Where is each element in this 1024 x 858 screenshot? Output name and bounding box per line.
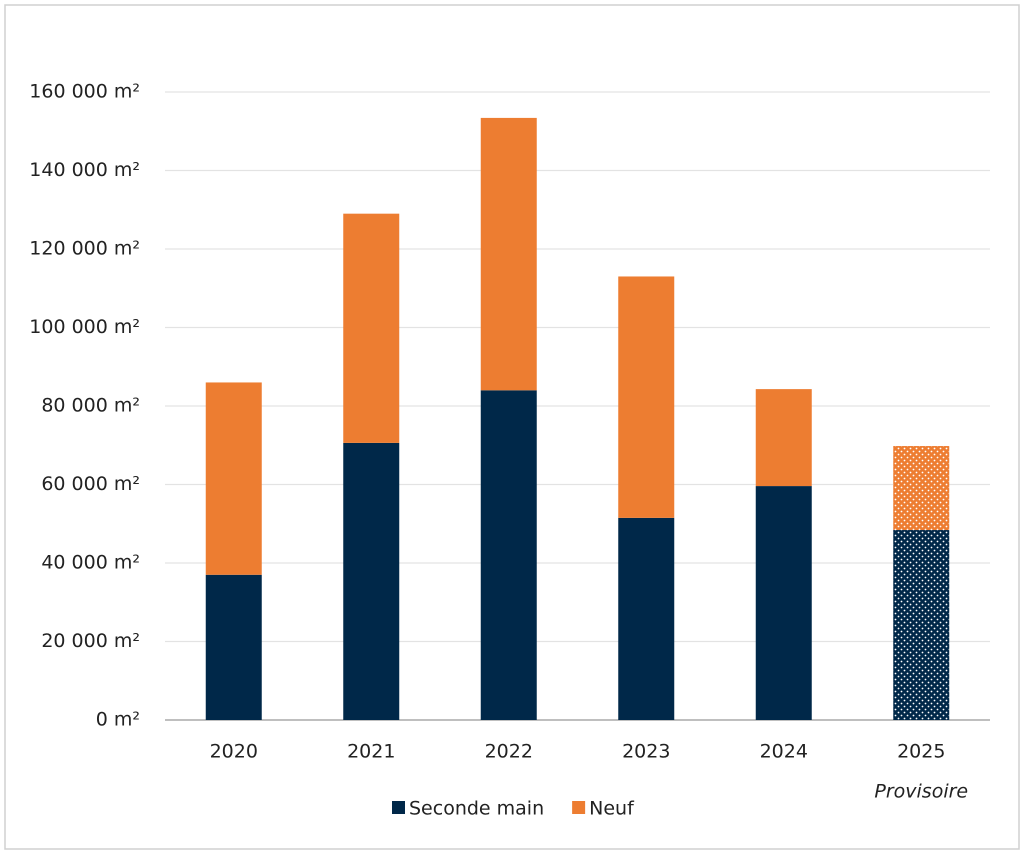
bar-segment	[618, 276, 675, 518]
bar-segment	[480, 390, 537, 720]
legend-swatch	[572, 801, 586, 814]
x-tick-label: 2025	[897, 741, 945, 763]
y-tick-label: 140 000 m²	[29, 159, 140, 181]
bar-segment	[205, 382, 262, 575]
y-tick-label: 0 m²	[96, 709, 140, 731]
bar-segment	[343, 442, 400, 720]
bar-pattern	[893, 446, 950, 531]
bar-segment	[618, 517, 675, 720]
bar-pattern	[893, 530, 950, 720]
x-tick-label: 2021	[347, 741, 395, 763]
y-tick-label: 120 000 m²	[29, 238, 140, 260]
y-tick-label: 80 000 m²	[41, 395, 140, 417]
bar-segment	[480, 117, 537, 391]
x-tick-label: 2020	[210, 741, 258, 763]
y-tick-label: 160 000 m²	[29, 81, 140, 103]
y-tick-label: 100 000 m²	[29, 316, 140, 338]
annotation: Provisoire	[874, 781, 968, 803]
bar-segment	[755, 486, 812, 720]
legend-swatch	[392, 801, 405, 814]
y-tick-label: 20 000 m²	[41, 630, 140, 652]
x-tick-label: 2024	[760, 741, 808, 763]
x-tick-label: 2023	[622, 741, 670, 763]
y-tick-label: 40 000 m²	[41, 552, 140, 574]
x-tick-label: 2022	[485, 741, 533, 763]
legend-label: Neuf	[589, 798, 635, 820]
bar-segment	[755, 389, 812, 487]
bar-segment	[205, 574, 262, 720]
y-tick-label: 60 000 m²	[41, 473, 140, 495]
legend-label: Seconde main	[409, 798, 544, 820]
bar-segment	[343, 213, 400, 443]
